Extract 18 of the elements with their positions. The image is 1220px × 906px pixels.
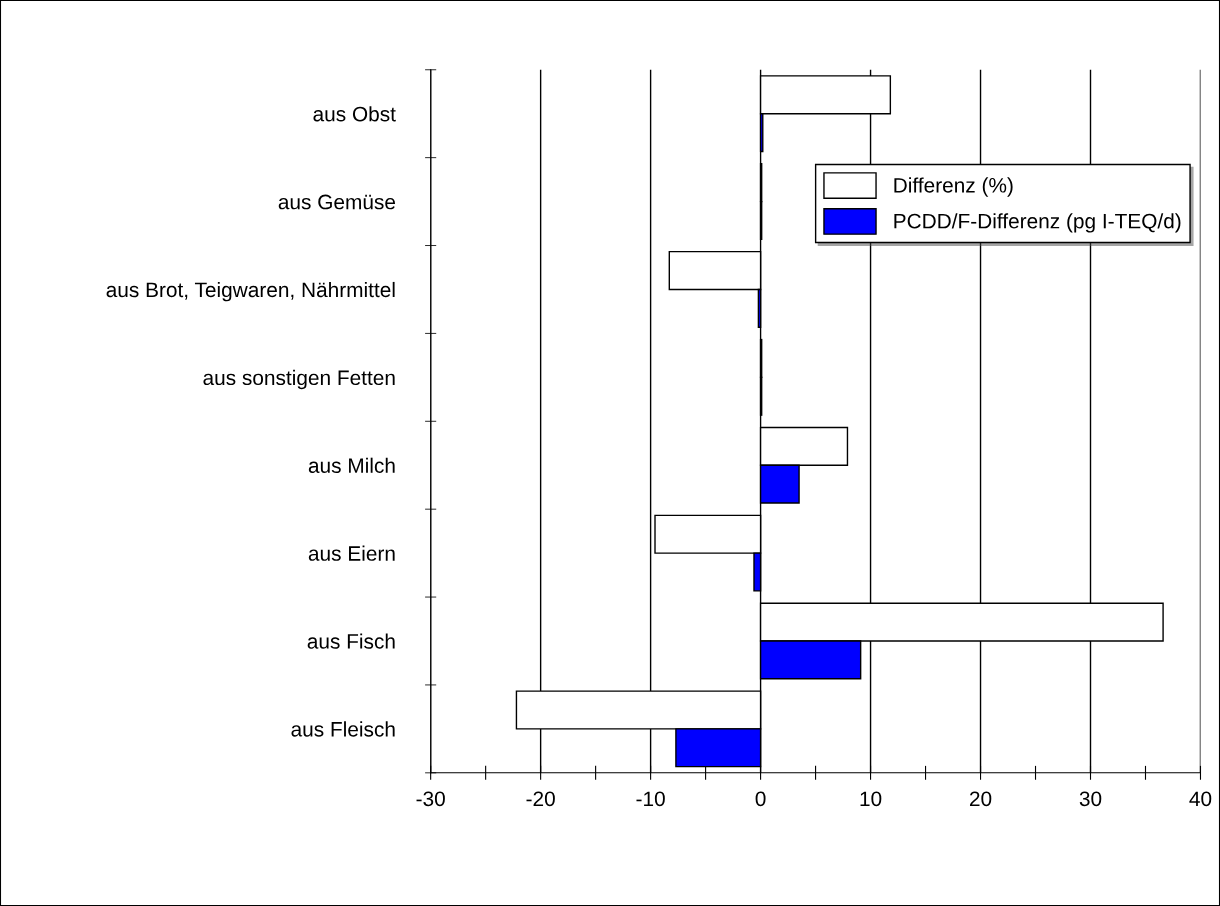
x-tick-label: -20 [526,791,555,807]
y-tick-label: aus Eiern [308,545,395,561]
y-tick-label: aus Gemüse [278,194,396,210]
y-tick-label: aus Fleisch [291,721,395,737]
x-tick-label: 20 [969,791,992,807]
x-tick-label: -30 [416,791,445,807]
x-tick-label: 30 [1079,791,1102,807]
legend-label: PCDD/F-Differenz (pg I-TEQ/d) [894,213,1181,233]
legend-label: Differenz (%) [894,177,1013,197]
x-tick-label: 40 [1189,791,1212,807]
y-tick-label: aus sonstigen Fetten [203,369,395,390]
y-tick-label: aus Milch [308,457,395,473]
y-tick-label: aus Brot, Teigwaren, Nährmittel [106,281,395,302]
y-tick-label: aus Obst [313,106,396,122]
x-tick-label: 0 [755,791,766,807]
y-tick-label: aus Fisch [307,633,395,649]
x-tick-label: 10 [860,791,882,807]
x-tick-label: -10 [636,791,665,807]
